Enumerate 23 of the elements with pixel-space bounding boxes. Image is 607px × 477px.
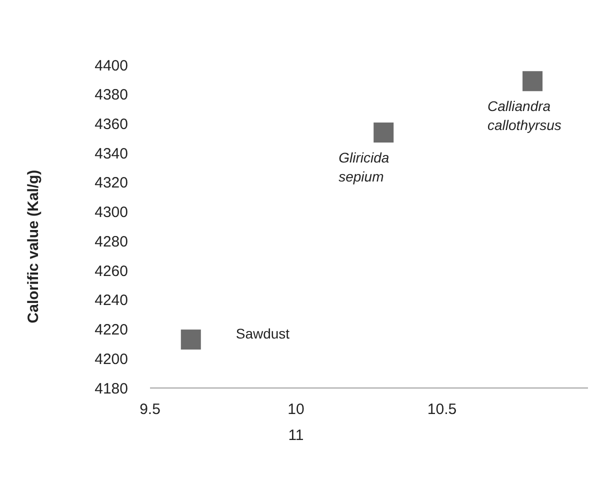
point (180, 330, 201, 350)
x-tick-label: 10.5 (427, 401, 457, 418)
x-tick-label: 9.5 (140, 401, 160, 418)
y-tick-label: 4380 (94, 86, 128, 104)
series-label: Calliandra callothyrsus (488, 98, 562, 134)
series-label: Gliricida sepium (338, 150, 390, 185)
y-tick-label: 4400 (94, 57, 128, 74)
x-axis-title: 11 (288, 427, 304, 444)
y-axis-title: Calorific value (Kal/g) (25, 170, 42, 324)
point (374, 122, 394, 143)
y-tick-label: 4320 (94, 174, 128, 192)
point (522, 71, 543, 92)
text: Sawdust (236, 326, 290, 342)
y-tick-label: 4200 (94, 350, 128, 368)
y-tick-label: 4280 (94, 233, 128, 250)
y-tick-label: 4360 (94, 116, 128, 133)
y-tick-label: 4260 (94, 262, 128, 280)
y-tick-label: 4180 (94, 380, 128, 398)
y-tick-label: 4300 (94, 204, 128, 222)
y-tick-label: 4220 (94, 322, 128, 339)
y-tick-label: 4340 (94, 145, 128, 162)
y-tick-label: 4240 (94, 292, 128, 310)
x-tick-label: 10 (288, 401, 304, 418)
